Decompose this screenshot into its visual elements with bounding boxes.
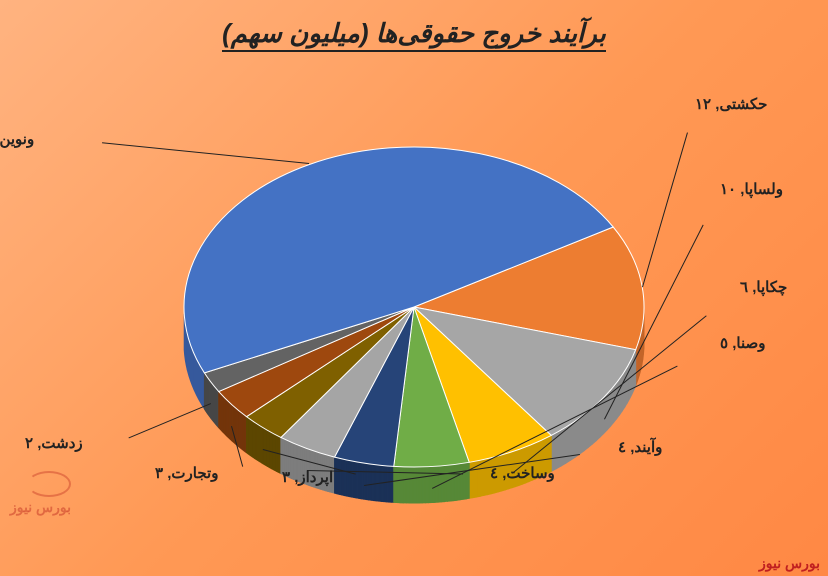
slice-label: زدشت, ۲ xyxy=(25,434,83,452)
slice-label: وساخت, ٤ xyxy=(490,464,555,482)
slice-label: اپرداز, ۳ xyxy=(282,468,333,486)
watermark-side: بورس نیوز xyxy=(10,471,71,516)
chart-title-text: برآیند خروج حقوقی‌ها (میلیون سهم) xyxy=(222,18,606,52)
slice-label: وصنا, ٥ xyxy=(720,334,765,352)
slice-label: وتجارت, ۳ xyxy=(155,464,218,482)
slice-label: ونوین, ٤٦ xyxy=(0,130,34,148)
slice-label: حکشتی, ۱۲ xyxy=(695,95,767,113)
watermark-main: بورس نیوز xyxy=(759,555,820,572)
slice-label: ولساپا, ۱۰ xyxy=(720,180,783,198)
slice-label: چکاپا, ٦ xyxy=(740,278,787,296)
slice-label: وآیند, ٤ xyxy=(618,438,662,456)
chart-title: برآیند خروج حقوقی‌ها (میلیون سهم) xyxy=(0,0,828,49)
